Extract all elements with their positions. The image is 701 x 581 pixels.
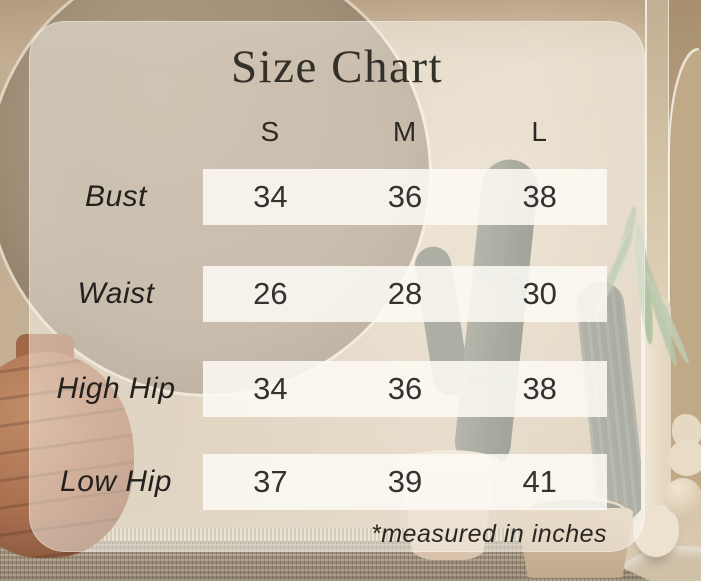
value-low-hip-l: 41: [522, 464, 557, 499]
value-bust-m: 36: [387, 179, 423, 214]
value-bust-l: 38: [522, 179, 557, 214]
column-header-s: S: [260, 116, 281, 147]
value-bust-s: 34: [253, 179, 288, 214]
value-low-hip-s: 37: [253, 464, 288, 499]
column-header-m: M: [392, 116, 418, 147]
table-row-bust: 34 36 38: [203, 169, 607, 225]
value-high-hip-l: 38: [522, 371, 557, 406]
table-row-high-hip: 34 36 38: [203, 361, 607, 417]
column-header-l: L: [531, 116, 548, 147]
value-high-hip-m: 36: [387, 371, 423, 406]
value-high-hip-s: 34: [253, 371, 288, 406]
value-waist-s: 26: [253, 276, 288, 311]
sphere-vase: [664, 478, 701, 516]
sculptural-vase-body: [668, 440, 701, 476]
size-column-headers: S M L: [203, 111, 607, 153]
row-label-high-hip: High Hip: [56, 372, 176, 405]
value-waist-m: 28: [387, 276, 423, 311]
terracotta-jug: [0, 352, 134, 558]
row-label-bust: Bust: [84, 180, 148, 213]
table-row-low-hip: 37 39 41: [203, 454, 607, 510]
page-title: Size Chart: [230, 41, 444, 93]
row-label-low-hip: Low Hip: [60, 465, 172, 498]
row-label-waist: Waist: [77, 277, 155, 310]
value-waist-l: 30: [522, 276, 557, 311]
value-low-hip-m: 39: [387, 464, 423, 499]
measurement-unit-note: *measured in inches: [370, 520, 607, 548]
table-row-waist: 26 28 30: [203, 266, 607, 322]
